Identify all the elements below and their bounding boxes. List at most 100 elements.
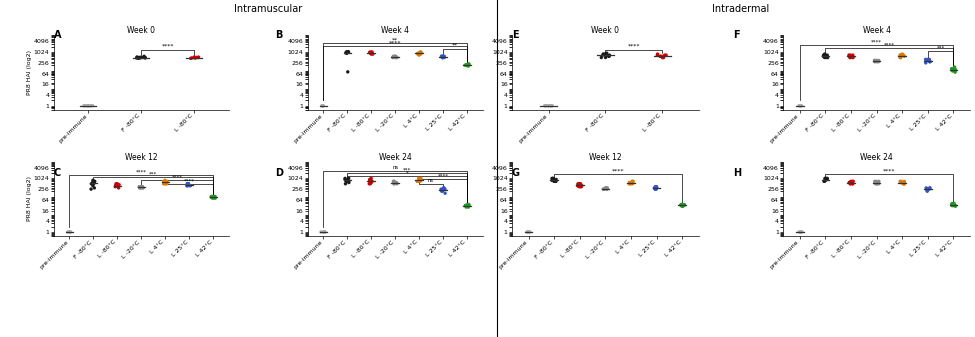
Point (544, 178, 560, 183)
Point (61, 229, 77, 235)
Point (85, 103, 100, 109)
Point (411, 179, 427, 184)
Point (76, 103, 92, 109)
Point (597, 186, 612, 192)
Point (946, 67, 961, 73)
Point (437, 55, 452, 60)
Point (816, 53, 832, 58)
Point (389, 55, 405, 60)
Point (389, 180, 405, 185)
Point (544, 103, 560, 109)
Point (945, 201, 960, 206)
Point (387, 181, 403, 186)
Title: Week 12: Week 12 (589, 153, 622, 161)
Point (179, 181, 195, 186)
Point (600, 186, 615, 192)
Point (362, 181, 377, 186)
Point (461, 62, 477, 67)
Title: Week 0: Week 0 (592, 26, 619, 35)
Point (655, 55, 671, 60)
Point (919, 58, 935, 63)
Point (599, 53, 614, 58)
Point (363, 50, 378, 56)
Point (548, 177, 564, 182)
Point (388, 54, 404, 59)
Point (458, 203, 474, 208)
Point (156, 179, 172, 184)
Point (135, 184, 150, 189)
Point (84, 181, 99, 186)
Text: ****: **** (883, 168, 896, 173)
Point (947, 69, 962, 74)
Point (436, 185, 451, 191)
Point (129, 55, 144, 61)
Point (574, 183, 590, 188)
Point (132, 184, 147, 189)
Text: E: E (512, 30, 519, 40)
Point (461, 61, 477, 67)
Point (794, 229, 809, 235)
Point (544, 176, 560, 181)
Point (793, 103, 808, 109)
Point (537, 103, 553, 109)
Point (338, 50, 354, 55)
Title: Week 4: Week 4 (381, 26, 410, 35)
Point (85, 180, 100, 185)
Point (817, 176, 833, 181)
Point (869, 181, 884, 186)
Point (573, 184, 589, 189)
Point (842, 181, 858, 186)
Point (842, 54, 858, 59)
Point (520, 229, 535, 235)
Point (386, 179, 402, 184)
Point (80, 103, 96, 109)
Point (435, 55, 450, 60)
Point (186, 55, 202, 60)
Point (673, 203, 688, 208)
Point (339, 50, 355, 55)
Text: B: B (275, 30, 283, 40)
Point (340, 178, 356, 183)
Point (413, 176, 429, 181)
Point (459, 204, 475, 209)
Point (460, 204, 476, 209)
Point (208, 195, 223, 201)
Point (80, 103, 96, 109)
Point (341, 179, 357, 184)
Point (363, 50, 378, 55)
Point (595, 53, 610, 58)
Point (410, 179, 425, 184)
Point (892, 179, 908, 184)
Point (130, 54, 145, 60)
Point (625, 181, 641, 186)
Point (623, 181, 639, 186)
Point (317, 229, 332, 235)
Point (842, 181, 858, 186)
Point (816, 179, 832, 184)
Point (602, 54, 617, 59)
Point (339, 50, 355, 55)
Point (458, 205, 474, 210)
Point (337, 177, 353, 182)
Point (433, 186, 448, 192)
Point (922, 59, 938, 64)
Point (76, 103, 92, 109)
Point (109, 183, 125, 188)
Point (460, 63, 476, 69)
Point (841, 180, 857, 185)
Point (187, 55, 203, 60)
Point (948, 204, 963, 209)
Point (413, 50, 429, 55)
Point (921, 57, 937, 62)
Point (385, 55, 401, 60)
Point (892, 53, 908, 58)
Point (387, 180, 403, 185)
Point (648, 184, 664, 189)
Point (62, 229, 78, 235)
Point (538, 103, 554, 109)
Point (658, 53, 674, 58)
Point (413, 178, 429, 183)
Point (410, 51, 426, 57)
Point (677, 202, 692, 207)
Point (867, 58, 882, 63)
